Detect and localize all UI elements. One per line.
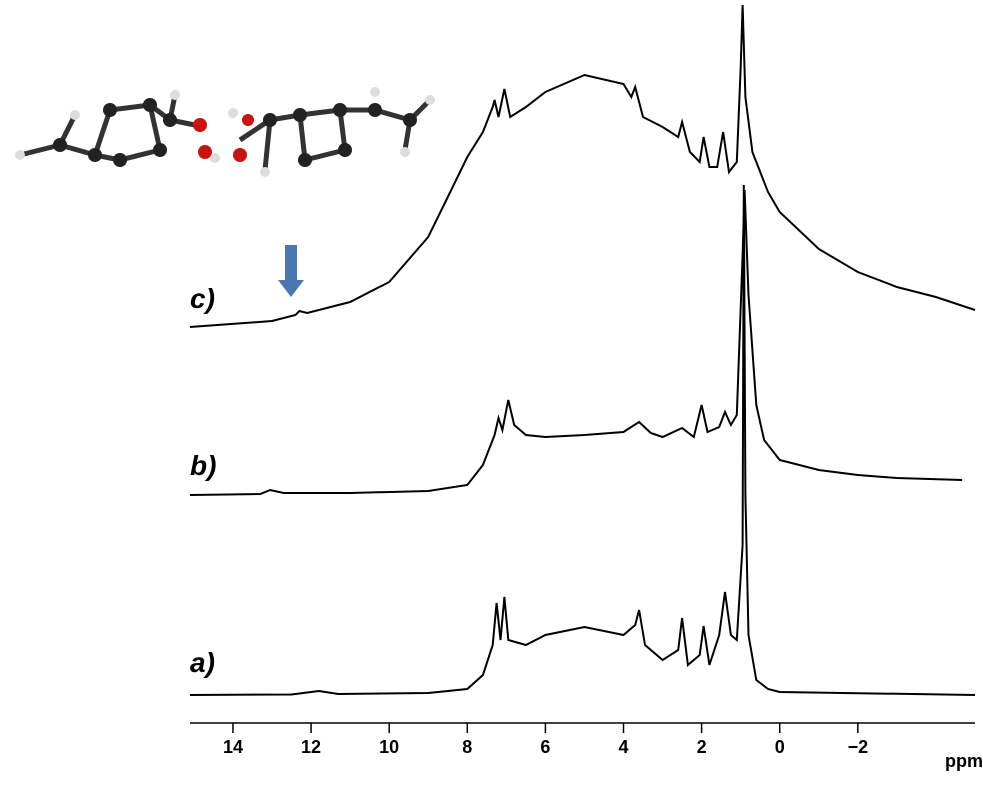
x-tick-label: 12 [301, 737, 321, 757]
x-tick-label: 4 [618, 737, 628, 757]
series-label: a) [190, 647, 215, 678]
series-label: c) [190, 283, 215, 314]
x-tick-label: 10 [379, 737, 399, 757]
x-axis-label: ppm [945, 751, 983, 771]
molecule-illustration [15, 87, 435, 177]
spectrum-line [189, 4, 976, 328]
spectrum-line [189, 189, 963, 496]
series-label: b) [190, 450, 216, 481]
spectrum-line [189, 184, 976, 696]
x-tick-label: 0 [775, 737, 785, 757]
x-tick-label: −2 [848, 737, 869, 757]
x-tick-label: 6 [540, 737, 550, 757]
x-tick-label: 14 [223, 737, 243, 757]
x-tick-label: 2 [697, 737, 707, 757]
x-tick-label: 8 [462, 737, 472, 757]
arrow-marker [278, 245, 304, 297]
